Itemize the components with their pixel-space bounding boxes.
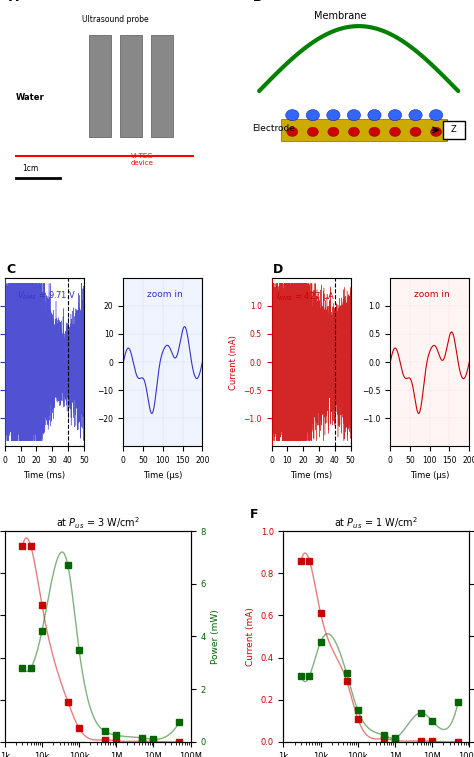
Circle shape <box>409 110 422 120</box>
Text: Ultrasound probe: Ultrasound probe <box>82 15 149 24</box>
Text: $I_{RMS}$ = 427 μA: $I_{RMS}$ = 427 μA <box>275 290 335 303</box>
Circle shape <box>369 127 380 136</box>
Circle shape <box>347 110 361 120</box>
Y-axis label: Power (mW): Power (mW) <box>211 609 220 664</box>
Circle shape <box>390 127 401 136</box>
Bar <box>443 120 465 139</box>
Text: Membrane: Membrane <box>314 11 367 21</box>
Bar <box>120 36 142 138</box>
X-axis label: Time (μs): Time (μs) <box>410 471 449 480</box>
Text: C: C <box>6 263 16 276</box>
Circle shape <box>307 127 319 136</box>
X-axis label: Time (ms): Time (ms) <box>23 471 65 480</box>
Text: D: D <box>273 263 283 276</box>
Text: Water: Water <box>16 93 45 102</box>
Circle shape <box>388 110 401 120</box>
Text: 1cm: 1cm <box>22 164 39 173</box>
Title: at $P_{us}$ = 3 W/cm$^2$: at $P_{us}$ = 3 W/cm$^2$ <box>55 515 140 531</box>
Circle shape <box>348 127 359 136</box>
Bar <box>151 36 173 138</box>
Text: $V_{RMS}$ = 9.71 V: $V_{RMS}$ = 9.71 V <box>17 290 76 302</box>
Text: A: A <box>9 0 19 4</box>
Text: VI-TEG
device: VI-TEG device <box>130 153 153 167</box>
Text: zoom in: zoom in <box>147 290 183 298</box>
X-axis label: Time (ms): Time (ms) <box>290 471 332 480</box>
Text: Z: Z <box>451 126 456 135</box>
Text: zoom in: zoom in <box>414 290 450 298</box>
Text: Air: Air <box>16 23 29 32</box>
Circle shape <box>430 127 442 136</box>
X-axis label: Time (μs): Time (μs) <box>143 471 182 480</box>
Y-axis label: Current (mA): Current (mA) <box>246 607 255 666</box>
Circle shape <box>306 110 319 120</box>
Circle shape <box>429 110 443 120</box>
Text: Electrode: Electrode <box>253 123 295 132</box>
Text: B: B <box>253 0 262 4</box>
Title: at $P_{us}$ = 1 W/cm$^2$: at $P_{us}$ = 1 W/cm$^2$ <box>334 515 419 531</box>
Circle shape <box>368 110 381 120</box>
Circle shape <box>410 127 421 136</box>
Y-axis label: Current (mA): Current (mA) <box>229 335 238 390</box>
Text: F: F <box>250 507 258 521</box>
Circle shape <box>287 127 298 136</box>
Bar <box>281 119 447 141</box>
Bar <box>89 36 111 138</box>
Circle shape <box>328 127 339 136</box>
Circle shape <box>286 110 299 120</box>
Circle shape <box>327 110 340 120</box>
